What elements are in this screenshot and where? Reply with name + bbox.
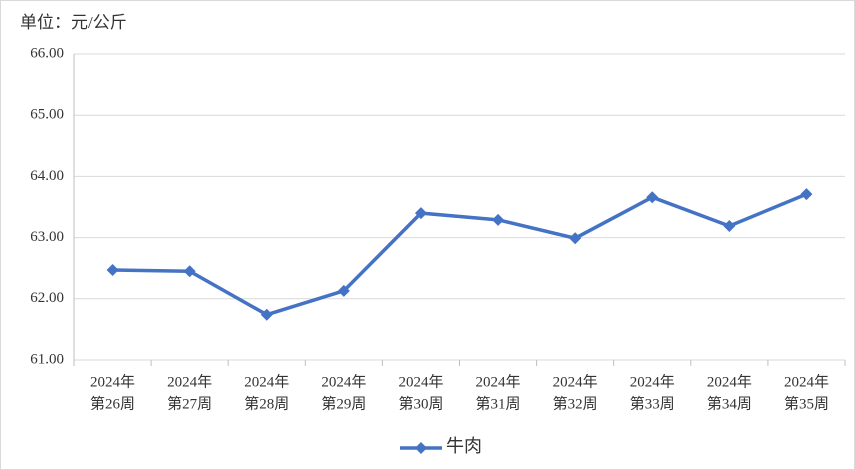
x-tick-label: 2024年 bbox=[167, 373, 212, 390]
x-tick-label: 第26周 bbox=[90, 394, 135, 412]
x-tick-label: 2024年 bbox=[784, 373, 829, 390]
x-tick-label: 第31周 bbox=[476, 394, 521, 412]
x-tick-label: 2024年 bbox=[244, 373, 289, 390]
marker bbox=[800, 188, 813, 201]
y-tick-label: 64.00 bbox=[30, 168, 64, 184]
marker bbox=[723, 219, 736, 232]
line bbox=[112, 192, 808, 317]
marker bbox=[260, 308, 273, 321]
x-tick-label: 第32周 bbox=[553, 394, 598, 412]
x-tick-label: 第30周 bbox=[398, 394, 443, 412]
x-tick-label: 2024年 bbox=[476, 373, 521, 390]
y-tick-label: 66.00 bbox=[30, 45, 64, 61]
x-tick-label: 2024年 bbox=[630, 373, 675, 390]
x-tick-label: 第27周 bbox=[167, 394, 212, 412]
marker bbox=[569, 232, 582, 245]
x-tick-label: 第34周 bbox=[707, 394, 752, 412]
y-tick-label: 61.00 bbox=[30, 351, 64, 367]
legend-label: 牛肉 bbox=[446, 436, 482, 456]
marker bbox=[646, 191, 659, 204]
legend-marker bbox=[415, 442, 427, 454]
x-tick-label: 2024年 bbox=[707, 373, 752, 390]
x-tick-label: 第35周 bbox=[784, 394, 829, 412]
x-tick-label: 第28周 bbox=[244, 394, 289, 412]
y-tick-label: 63.00 bbox=[30, 229, 64, 245]
marker bbox=[183, 265, 196, 278]
x-tick-label: 2024年 bbox=[90, 373, 135, 390]
x-tick-label: 2024年 bbox=[321, 373, 366, 390]
x-tick-label: 2024年 bbox=[553, 373, 598, 390]
y-tick-label: 65.00 bbox=[30, 107, 64, 123]
x-tick-label: 第29周 bbox=[321, 394, 366, 412]
marker bbox=[337, 284, 350, 297]
y-tick-label: 62.00 bbox=[30, 290, 64, 306]
marker bbox=[106, 264, 119, 277]
marker bbox=[492, 213, 505, 226]
x-tick-label: 第33周 bbox=[630, 394, 675, 412]
marker bbox=[414, 207, 427, 220]
x-tick-label: 2024年 bbox=[398, 373, 443, 390]
chart-title: 单位：元/公斤 bbox=[20, 13, 127, 32]
